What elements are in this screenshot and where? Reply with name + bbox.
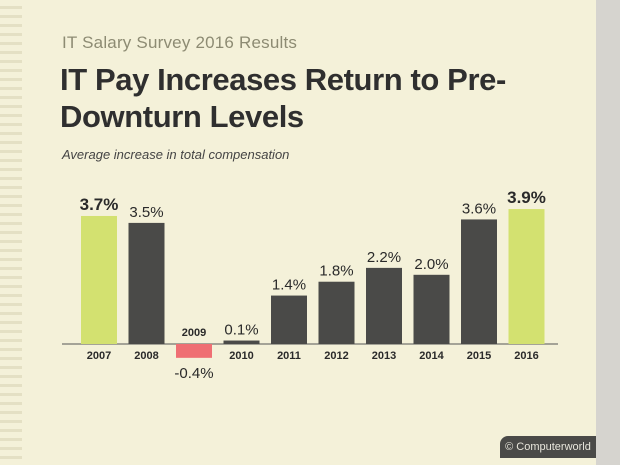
data-label-2016: 3.9% [507, 188, 546, 207]
x-tick-label-2007: 2007 [87, 350, 111, 362]
right-border-strip [596, 0, 620, 465]
copyright-badge: © Computerworld [500, 436, 596, 458]
x-tick-label-2013: 2013 [372, 350, 396, 362]
data-label-2013: 2.2% [367, 249, 401, 266]
data-label-2012: 1.8% [319, 263, 353, 280]
bar-2012 [318, 281, 355, 344]
data-label-2010: 0.1% [224, 322, 258, 339]
x-tick-label-2012: 2012 [324, 350, 348, 362]
bar-2010 [223, 340, 260, 344]
chart-supertitle: IT Salary Survey 2016 Results [62, 33, 298, 52]
bar-2015 [461, 219, 497, 344]
bar-2007 [81, 215, 117, 344]
bar-chart: 3.7% 2007 3.5% 2008 -0.4% 2009 0.1% 2010 1.4% 201… [62, 188, 558, 382]
data-label-2015: 3.6% [462, 200, 496, 217]
x-tick-label-2016: 2016 [514, 350, 538, 362]
chart-subtitle: Average increase in total compensation [62, 147, 290, 162]
data-label-2008: 3.5% [129, 204, 163, 221]
data-label-2009: -0.4% [174, 365, 213, 382]
x-tick-label-2008: 2008 [134, 350, 158, 362]
chart-title: IT Pay Increases Return to Pre-Downturn … [60, 62, 506, 134]
data-label-2011: 1.4% [272, 277, 306, 294]
x-tick-label-2010: 2010 [229, 350, 253, 362]
torn-paper-edge [0, 0, 22, 465]
x-tick-label-2011: 2011 [277, 350, 301, 362]
x-tick-label-2015: 2015 [467, 350, 491, 362]
bar-2009 [176, 344, 212, 358]
x-tick-label-2009: 2009 [182, 327, 206, 339]
data-label-2007: 3.7% [80, 195, 119, 214]
bar-2008 [128, 222, 165, 344]
x-tick-label-2014: 2014 [419, 350, 444, 362]
bar-2013 [366, 267, 402, 344]
data-label-2014: 2.0% [414, 256, 448, 273]
bar-2011 [271, 295, 307, 344]
bar-2014 [413, 274, 450, 344]
bar-2016 [508, 209, 545, 344]
